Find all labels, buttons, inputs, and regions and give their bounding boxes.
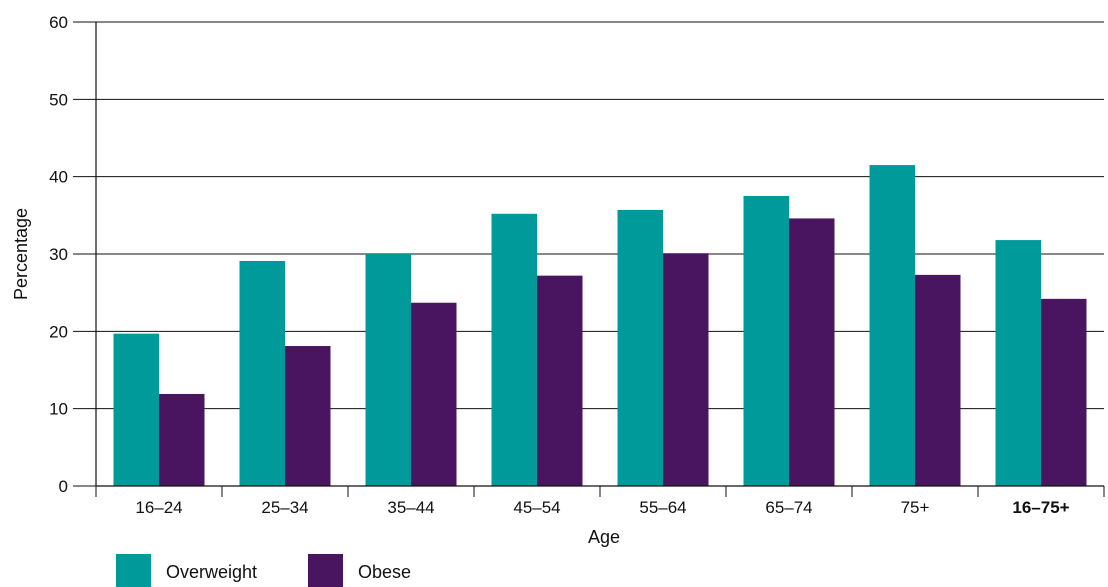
y-tick-label: 40 xyxy=(49,168,68,187)
bar-overweight-0 xyxy=(113,333,159,486)
bar-overweight-1 xyxy=(239,260,285,486)
legend-label-obese: Obese xyxy=(358,562,411,582)
y-axis-label: Percentage xyxy=(11,208,31,300)
x-axis-label: Age xyxy=(588,527,620,547)
bar-overweight-2 xyxy=(365,254,411,486)
y-tick-label: 10 xyxy=(49,400,68,419)
bar-obese-0 xyxy=(159,393,205,486)
y-tick-label: 60 xyxy=(49,13,68,32)
y-tick-label: 0 xyxy=(59,477,68,496)
bar-overweight-3 xyxy=(491,213,537,487)
legend-swatch-overweight xyxy=(116,554,151,587)
bar-obese-6 xyxy=(915,274,961,486)
x-tick-label: 65–74 xyxy=(765,498,812,517)
bar-obese-2 xyxy=(411,302,457,486)
bar-obese-5 xyxy=(789,218,835,486)
bar-obese-4 xyxy=(663,253,709,486)
x-tick-label: 55–64 xyxy=(639,498,686,517)
y-ticks: 0 10 20 30 40 50 60 xyxy=(49,13,96,496)
bars xyxy=(113,165,1087,487)
x-tick-label: 45–54 xyxy=(513,498,560,517)
bar-obese-7 xyxy=(1041,298,1087,486)
x-tick-label: 16–24 xyxy=(135,498,182,517)
bar-overweight-4 xyxy=(617,209,663,487)
legend: Overweight Obese xyxy=(116,554,411,587)
legend-label-overweight: Overweight xyxy=(166,562,257,582)
x-tick-label: 16–75+ xyxy=(1012,498,1069,517)
y-tick-label: 50 xyxy=(49,90,68,109)
x-tick-label: 75+ xyxy=(901,498,930,517)
x-tick-label: 25–34 xyxy=(261,498,308,517)
bar-overweight-7 xyxy=(995,240,1041,486)
bar-obese-1 xyxy=(285,346,331,486)
bar-overweight-6 xyxy=(869,165,915,486)
y-tick-label: 20 xyxy=(49,322,68,341)
x-ticks: 16–24 25–34 35–44 45–54 55–64 65–74 75+ 16–75+ xyxy=(95,486,1105,517)
x-tick-label: 35–44 xyxy=(387,498,434,517)
y-tick-label: 30 xyxy=(49,245,68,264)
bar-overweight-5 xyxy=(743,196,789,486)
bar-obese-3 xyxy=(537,275,583,486)
legend-swatch-obese xyxy=(308,554,343,587)
